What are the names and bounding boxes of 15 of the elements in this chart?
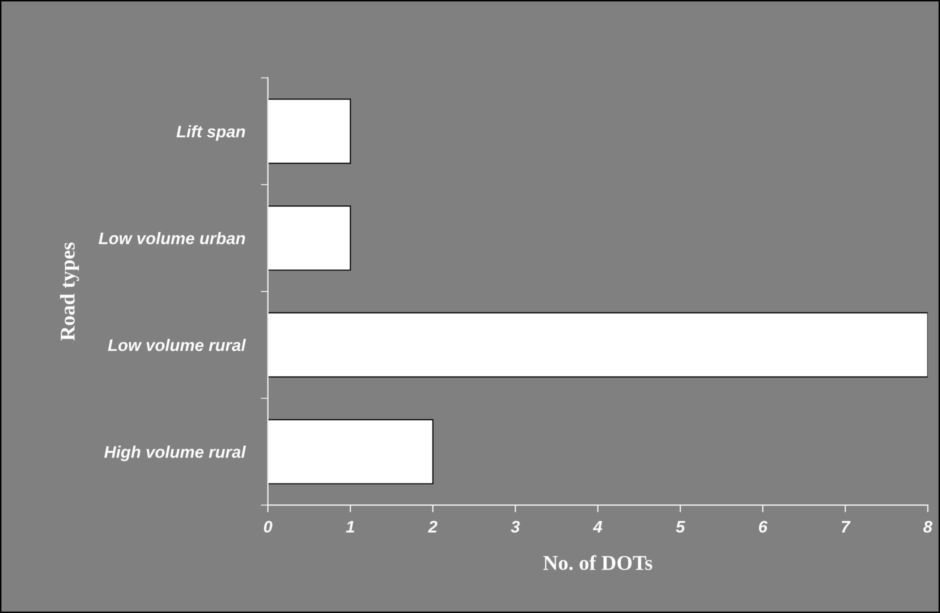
x-tick-label: 4	[592, 521, 602, 532]
x-tick-label: 0	[264, 520, 272, 533]
y-tick-label: Low volume urban	[98, 232, 245, 244]
x-tick-label: 8	[923, 520, 932, 533]
x-tick-label: 7	[842, 521, 851, 532]
y-tick-label: Lift span	[176, 125, 245, 141]
x-tick-label: 2	[428, 520, 438, 532]
x-tick-label: 6	[758, 520, 768, 533]
y-axis-title: Road types	[60, 242, 80, 341]
x-tick-label: 5	[676, 521, 686, 533]
y-tick-label: Low volume rural	[108, 338, 246, 352]
x-axis-title: No. of DOTs	[543, 555, 652, 570]
x-tick-label: 1	[346, 521, 354, 532]
x-tick-label: 3	[510, 520, 520, 533]
y-tick-label: High volume rural	[104, 446, 246, 462]
